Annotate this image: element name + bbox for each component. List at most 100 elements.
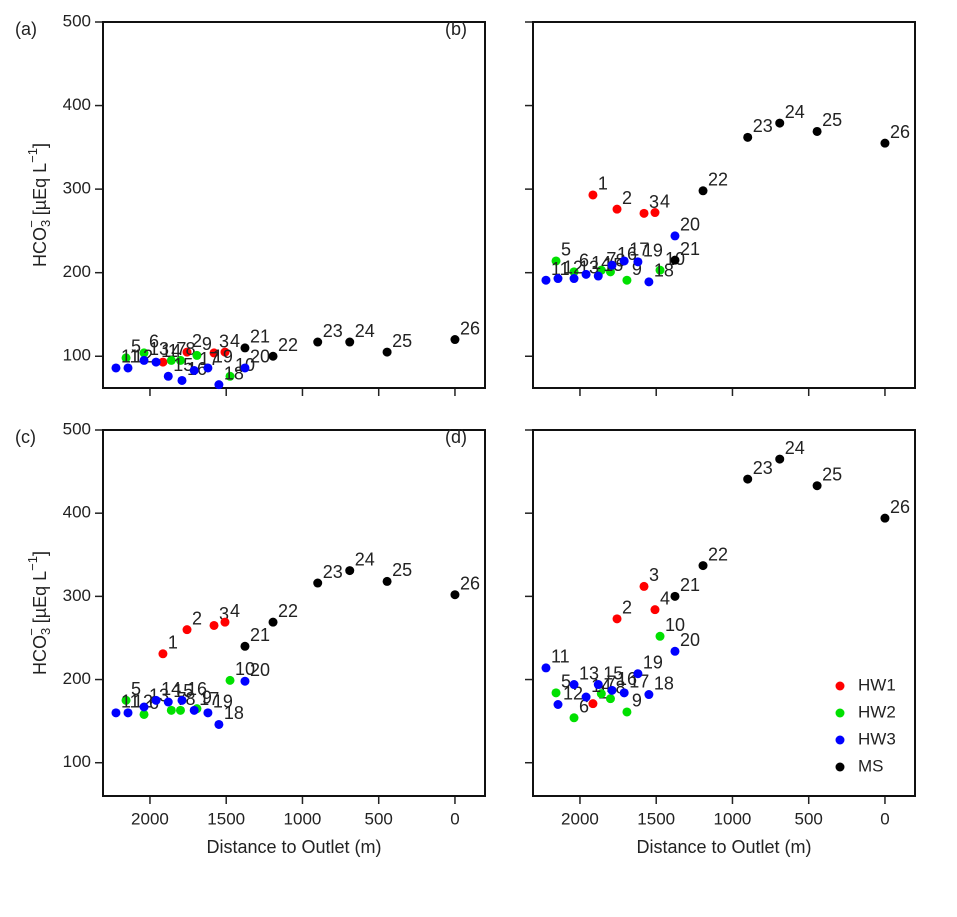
point (182, 347, 192, 357)
point-label: 12 (563, 683, 583, 703)
point (593, 271, 603, 281)
point (382, 347, 392, 357)
point-label: 9 (202, 334, 212, 354)
point-label: 21 (680, 239, 700, 259)
point-label: 5 (131, 679, 141, 699)
point (151, 357, 161, 367)
point-label: 24 (355, 549, 375, 569)
y-label-sub: 3 (38, 220, 53, 227)
point (553, 274, 563, 284)
point-label: 7 (176, 339, 186, 359)
point (541, 275, 551, 285)
point (607, 685, 617, 695)
point-label: 12 (563, 257, 583, 277)
point (698, 186, 708, 196)
point (220, 347, 230, 357)
point (612, 204, 622, 214)
point (650, 208, 660, 218)
x-axis-label: Distance to Outlet (m) (206, 837, 381, 857)
point (225, 675, 235, 685)
point-label: 20 (250, 347, 270, 367)
y-tick-label: 400 (63, 503, 91, 522)
point (670, 646, 680, 656)
point-label: 4 (660, 588, 670, 608)
legend-marker (835, 708, 845, 718)
point (163, 697, 173, 707)
panel-label: (c) (15, 427, 36, 447)
point-label: 18 (654, 261, 674, 281)
point (139, 355, 149, 365)
point-label: 3 (219, 604, 229, 624)
point-label: 18 (224, 363, 244, 383)
point-label: 20 (680, 630, 700, 650)
point-label: 23 (753, 116, 773, 136)
legend-label: HW3 (858, 729, 896, 748)
x-tick-label: 2000 (131, 809, 169, 828)
point (111, 708, 121, 718)
point (622, 275, 632, 285)
x-tick-label: 0 (880, 809, 889, 828)
point-label: 25 (822, 464, 842, 484)
point (670, 231, 680, 241)
point (240, 363, 250, 373)
point-label: 13 (149, 339, 169, 359)
point-label: 25 (392, 560, 412, 580)
point (633, 257, 643, 267)
point (166, 355, 176, 365)
y-tick-label: 100 (63, 346, 91, 365)
point (345, 337, 355, 347)
point (214, 719, 224, 729)
legend-label: MS (858, 756, 884, 775)
point-label: 26 (890, 122, 910, 142)
point-label: 18 (654, 673, 674, 693)
y-tick-label: 200 (63, 669, 91, 688)
y-label-unit-sup: −1 (25, 556, 40, 571)
point-label: 6 (149, 332, 159, 352)
point-label: 2 (192, 331, 202, 351)
point-label: 21 (680, 575, 700, 595)
point-label: 5 (561, 672, 571, 692)
point (541, 663, 551, 673)
y-tick-label: 200 (63, 262, 91, 281)
point (569, 267, 579, 277)
point-label: 5 (561, 240, 571, 260)
point (581, 692, 591, 702)
point (588, 190, 598, 200)
point (880, 513, 890, 523)
point (139, 702, 149, 712)
point-label: 25 (392, 331, 412, 351)
point-label: 17 (629, 672, 649, 692)
point-label: 10 (665, 615, 685, 635)
point (644, 690, 654, 700)
point-label: 14 (161, 341, 181, 361)
point (268, 617, 278, 627)
point (209, 348, 219, 358)
point-label: 26 (890, 497, 910, 517)
y-tick-label: 100 (63, 752, 91, 771)
point (812, 126, 822, 136)
point-label: 2 (622, 598, 632, 618)
point-label: 1 (168, 341, 178, 361)
y-label-close: ] (30, 143, 50, 148)
plot-frame (532, 429, 916, 797)
point-label: 20 (680, 215, 700, 235)
panel-label: (b) (445, 19, 467, 39)
point (622, 707, 632, 717)
point (192, 350, 202, 360)
x-tick-label: 1000 (284, 809, 322, 828)
point-label: 11 (121, 347, 140, 367)
point-label: 17 (199, 689, 219, 709)
point (151, 695, 161, 705)
point (240, 343, 250, 353)
point-label: 22 (278, 335, 298, 355)
point-label: 22 (708, 544, 728, 564)
point-label: 23 (323, 562, 343, 582)
point (121, 695, 131, 705)
point-label: 17 (629, 240, 649, 260)
point-label: 3 (219, 332, 229, 352)
point-label: 7 (606, 249, 616, 269)
point-label: 13 (579, 663, 599, 683)
point (450, 335, 460, 345)
point-label: 16 (187, 679, 207, 699)
y-label-close: ] (30, 551, 50, 556)
